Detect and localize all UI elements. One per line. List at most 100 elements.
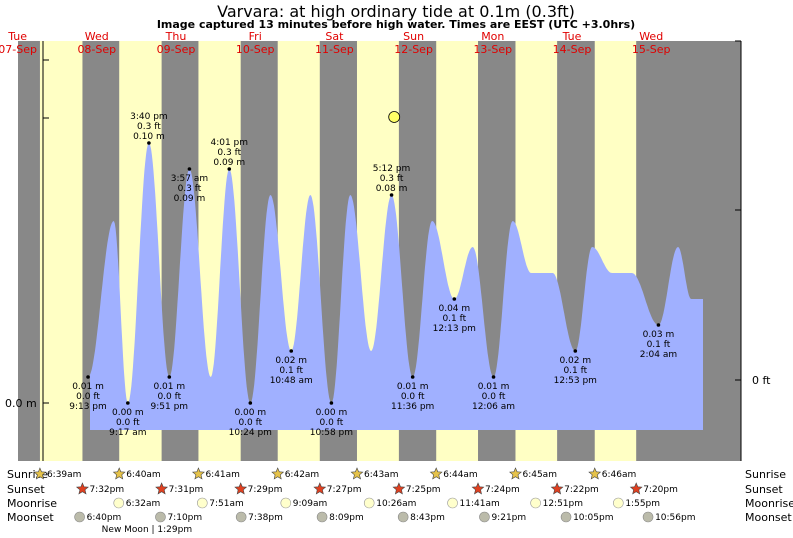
low-tide-label: 12:13 pm [433,324,476,334]
extreme-dot [147,141,151,145]
low-tide-label: 0.02 m [275,356,307,366]
day-date: 09-Sep [157,43,196,56]
low-tide-label: 12:53 pm [554,376,597,386]
day-of-week: Tue [7,30,27,43]
sunset-time: 7:24pm [485,485,520,495]
low-tide-label: 0.1 ft [279,366,303,376]
moonrise-icon [613,497,624,509]
moonset-time: 6:40pm [87,513,122,523]
extreme-dot [187,167,192,171]
moonset-time: 8:43pm [410,513,445,523]
extreme-dot [491,375,496,379]
sunrise-time: 6:43am [364,470,399,480]
moonrise-row-label-left: Moonrise [7,497,57,510]
low-tide-label: 0.00 m [234,408,266,418]
sunset-icon [550,482,564,495]
extreme-dot [329,401,334,405]
low-tide-label: 0.1 ft [647,340,671,350]
extreme-dot [452,297,457,301]
extreme-dot [289,349,294,353]
moonset-icon [155,511,166,523]
high-tide-label: 3:40 pm [130,112,168,122]
low-tide-label: 0.0 ft [157,392,181,402]
low-tide-label: 0.03 m [643,330,675,340]
high-tide-label: 0.08 m [376,184,408,194]
moonset-icon [74,511,85,523]
low-tide-label: 0.0 ft [238,418,262,428]
sunrise-time: 6:42am [285,470,320,480]
high-tide-label: 0.09 m [213,158,245,168]
sunrise-icon [191,467,205,480]
sunset-icon [75,482,89,495]
low-tide-label: 10:58 pm [310,428,353,438]
sunrise-time: 6:46am [602,470,637,480]
moonrise-icon [113,497,125,509]
high-tide-label: 5:12 pm [373,164,411,174]
chart-subtitle: Image captured 13 minutes before high wa… [157,18,635,31]
day-of-week: Thu [165,30,187,43]
moonrise-time: 12:51pm [543,499,583,509]
day-of-week: Wed [85,30,109,43]
sunrise-icon [271,467,285,480]
extreme-dot [126,401,130,405]
low-tide-label: 0.0 ft [76,392,100,402]
low-tide-label: 0.01 m [478,382,510,392]
low-tide-label: 0.3 ft [178,184,202,194]
moonrise-row-label-right: Moonrise [745,497,793,510]
sunrise-icon [112,467,126,480]
daylight-band [39,41,83,461]
extreme-dot [86,375,90,379]
moonset-row-label-right: Moonset [745,511,792,524]
day-of-week: Wed [639,30,663,43]
sunset-time: 7:25pm [406,485,441,495]
sunset-row-label-left: Sunset [7,483,45,496]
low-tide-label: 2:04 am [640,350,677,360]
sunrise-icon [429,467,443,480]
new-moon-label: New Moon | 1:29pm [102,525,192,535]
low-tide-label: 0.0 ft [482,392,506,402]
sunset-icon [392,482,406,495]
moonset-icon [479,511,490,523]
moonrise-time: 9:09am [293,499,328,509]
moonset-icon [397,511,409,523]
low-tide-label: 0.0 ft [116,418,140,428]
high-tide-label: 0.10 m [133,132,165,142]
chart-title: Varvara: at high ordinary tide at 0.1m (… [217,2,575,21]
right-axis-label: 0 ft [752,374,771,387]
high-tide-label: 0.3 ft [380,174,404,184]
low-tide-label: 0.00 m [316,408,348,418]
sunrise-icon [509,467,522,480]
sunset-time: 7:22pm [564,485,599,495]
moonset-icon [642,511,654,523]
low-tide-label: 0.1 ft [442,314,466,324]
sunset-icon [234,482,248,495]
day-date: 13-Sep [473,43,512,56]
low-tide-label: 0.09 m [174,194,206,204]
low-tide-label: 12:06 am [472,402,515,412]
day-date: 07-Sep [0,43,37,56]
sunset-time: 7:20pm [643,485,678,495]
extreme-dot [167,375,172,379]
low-tide-label: 11:36 pm [391,402,434,412]
moonset-time: 10:05pm [573,513,613,523]
moonset-icon [235,511,247,523]
tide-area [90,143,703,430]
sunrise-time: 6:39am [47,470,82,480]
day-date: 11-Sep [315,43,354,56]
day-of-week: Sun [403,30,424,43]
extreme-dot [573,349,578,353]
axes: 0.0 m 0 ft [5,40,771,461]
low-tide-label: 10:48 am [270,376,313,386]
tide-labels: 0.01 m0.0 ft9:13 pm0.00 m0.0 ft9:17 am3:… [69,111,677,438]
moonset-time: 8:09pm [329,513,364,523]
extreme-dot [656,323,661,327]
extreme-dot [248,401,253,405]
day-of-week: Mon [481,30,504,43]
moonrise-time: 6:32am [126,499,160,509]
low-tide-label: 0.01 m [397,382,429,392]
moonrise-time: 11:41am [460,499,500,509]
low-tide-label: 0.0 ft [320,418,344,428]
extreme-dot [389,193,394,197]
sunset-icon [313,482,327,495]
moon-marker [388,111,401,123]
